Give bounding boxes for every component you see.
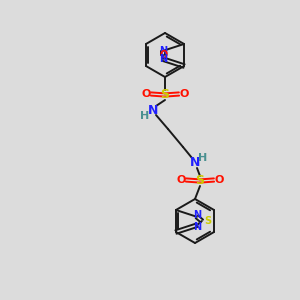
Text: O: O <box>176 175 186 185</box>
Text: N: N <box>159 46 167 56</box>
Text: O: O <box>159 50 167 60</box>
Text: N: N <box>193 210 201 220</box>
Text: N: N <box>148 104 158 118</box>
Text: N: N <box>159 54 167 64</box>
Text: H: H <box>198 153 208 163</box>
Text: S: S <box>196 175 205 188</box>
Text: O: O <box>141 89 151 99</box>
Text: N: N <box>193 222 201 232</box>
Text: S: S <box>160 88 169 101</box>
Text: N: N <box>190 157 200 169</box>
Text: S: S <box>204 216 211 226</box>
Text: O: O <box>214 175 224 185</box>
Text: O: O <box>179 89 189 99</box>
Text: H: H <box>140 111 150 121</box>
